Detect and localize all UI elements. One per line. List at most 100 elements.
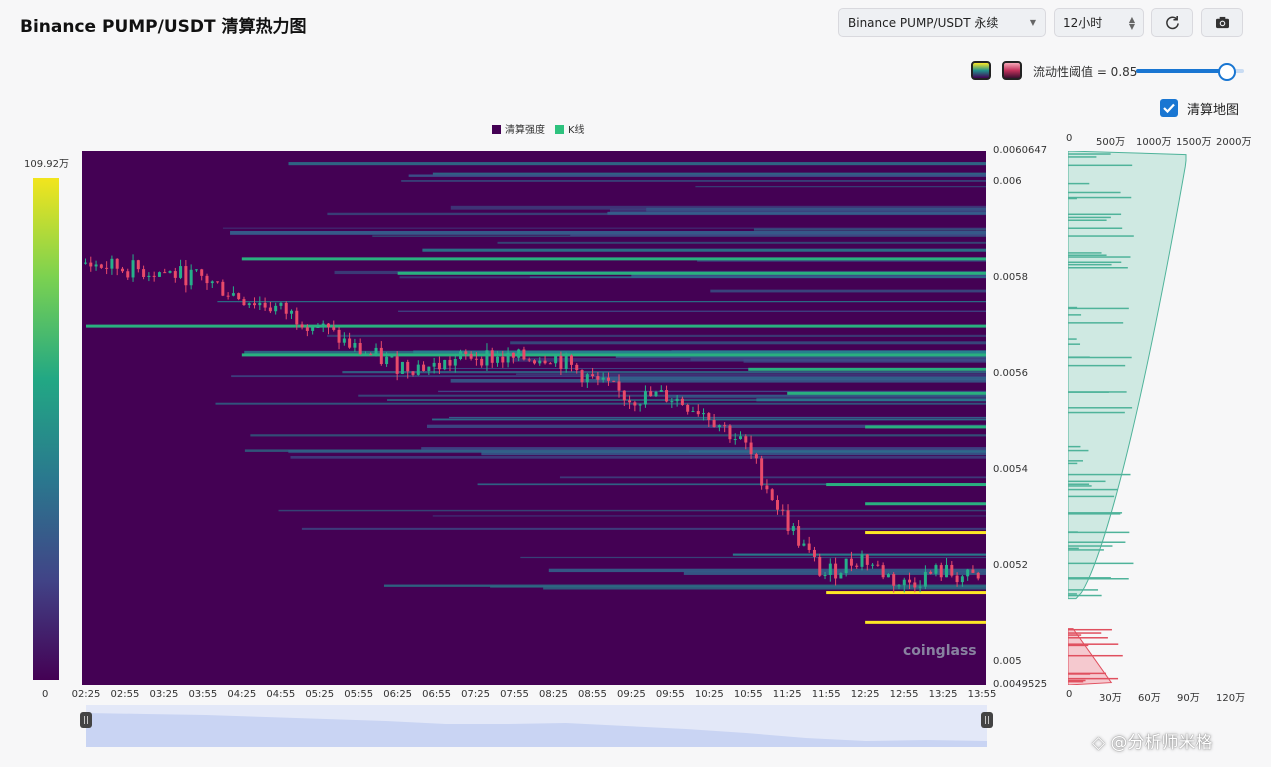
- candle: [374, 343, 378, 357]
- liquidity-band: [756, 398, 986, 402]
- candle: [923, 565, 927, 590]
- candle: [559, 351, 563, 376]
- profile-bar: [1068, 643, 1119, 645]
- refresh-button[interactable]: [1151, 8, 1193, 37]
- liquidity-band: [327, 334, 986, 337]
- profile-bar: [1068, 483, 1090, 485]
- candle: [474, 352, 478, 366]
- profile-bar: [1068, 677, 1119, 680]
- caret-down-icon: ▼: [1029, 18, 1036, 27]
- liquidation-map-checkbox[interactable]: [1160, 99, 1178, 117]
- profile-bar: [1068, 485, 1092, 487]
- profile-bar: [1068, 254, 1107, 256]
- legend-item-intensity[interactable]: 清算强度: [492, 121, 545, 136]
- brush-left-handle[interactable]: ||: [80, 712, 92, 728]
- liquidity-band: [401, 180, 986, 182]
- pink-palette-icon[interactable]: [1002, 61, 1022, 80]
- liquidity-band: [510, 341, 986, 345]
- candle: [807, 536, 811, 553]
- candle: [902, 577, 906, 593]
- candle: [496, 350, 500, 367]
- slider-knob[interactable]: [1218, 63, 1236, 81]
- time-tick-label: 13:25: [928, 689, 958, 700]
- liquidity-band: [497, 241, 986, 244]
- candle: [305, 324, 309, 337]
- time-tick-label: 12:55: [889, 689, 919, 700]
- liquidity-band: [477, 483, 986, 486]
- candle: [94, 260, 98, 271]
- candle: [527, 357, 531, 363]
- candle: [89, 256, 93, 272]
- liquidation-heatmap[interactable]: [82, 151, 986, 685]
- time-tick-label: 08:55: [578, 689, 607, 700]
- candle: [728, 424, 732, 443]
- time-tick-label: 10:25: [694, 689, 724, 700]
- candle: [511, 352, 515, 364]
- liquidity-band: [529, 276, 986, 278]
- profile-top-tick: 2000万: [1216, 137, 1252, 148]
- candle: [173, 267, 177, 283]
- candle: [765, 479, 769, 494]
- liquidity-threshold-slider[interactable]: [1136, 63, 1244, 81]
- candle: [490, 347, 494, 368]
- time-range-select[interactable]: 12小时 ▲ ▼: [1054, 8, 1144, 37]
- candle: [834, 557, 838, 586]
- candle: [194, 269, 198, 273]
- time-tick-label: 04:25: [227, 689, 257, 700]
- candle: [966, 568, 970, 581]
- profile-bar: [1068, 644, 1089, 647]
- candle: [120, 266, 124, 274]
- legend-item-kline[interactable]: K线: [555, 121, 585, 136]
- liquidation-level: [748, 367, 986, 371]
- candle: [253, 297, 257, 309]
- liquidation-level: [865, 531, 986, 535]
- candle: [707, 412, 711, 427]
- slider-track: [1136, 69, 1228, 73]
- liquidity-band: [288, 450, 986, 454]
- up-down-icon: ▲ ▼: [1128, 14, 1135, 31]
- price-tick-label: 0.0052: [993, 560, 1028, 572]
- candle: [897, 584, 901, 590]
- price-tick-label: 0.0060647: [993, 145, 1048, 156]
- profile-bar: [1068, 307, 1129, 310]
- profile-bar: [1068, 634, 1082, 636]
- screenshot-button[interactable]: [1201, 8, 1243, 37]
- slider-track-rest: [1228, 69, 1244, 73]
- time-tick-label: 11:55: [811, 689, 841, 700]
- colorbar-max-label: 109.92万: [24, 159, 69, 170]
- brush-right-handle[interactable]: ||: [981, 712, 993, 728]
- liquidity-band: [217, 301, 986, 303]
- candle: [548, 362, 552, 365]
- time-range-brush[interactable]: [86, 705, 987, 747]
- candle: [205, 273, 209, 290]
- candle: [575, 363, 579, 374]
- camera-icon: [1215, 16, 1229, 29]
- candle: [231, 286, 235, 297]
- candle: [797, 520, 801, 548]
- pair-select[interactable]: Binance PUMP/USDT 永续 ▼: [838, 8, 1046, 37]
- profile-bar: [1068, 545, 1113, 547]
- time-tick-label: 09:25: [616, 689, 646, 700]
- candle: [739, 431, 743, 440]
- candle: [263, 297, 267, 311]
- candle: [596, 371, 600, 386]
- liquidity-band: [570, 234, 986, 237]
- time-tick-label: 06:25: [383, 689, 413, 700]
- candle: [411, 371, 415, 377]
- candle: [781, 504, 785, 516]
- liquidity-band: [230, 230, 986, 235]
- candle: [126, 268, 130, 280]
- time-tick-label: 06:55: [422, 689, 451, 700]
- candle: [723, 422, 727, 433]
- profile-top-tick: 1000万: [1136, 137, 1172, 148]
- liquidity-band: [450, 205, 986, 210]
- liquidation-level: [241, 257, 986, 261]
- profile-bar: [1068, 164, 1133, 167]
- candle: [179, 259, 183, 280]
- viridis-palette-icon[interactable]: [971, 61, 991, 80]
- candle: [284, 301, 288, 320]
- profile-bar: [1068, 654, 1123, 657]
- profile-bar: [1068, 411, 1125, 414]
- liquidity-band: [449, 416, 986, 419]
- liquidity-band: [609, 208, 986, 213]
